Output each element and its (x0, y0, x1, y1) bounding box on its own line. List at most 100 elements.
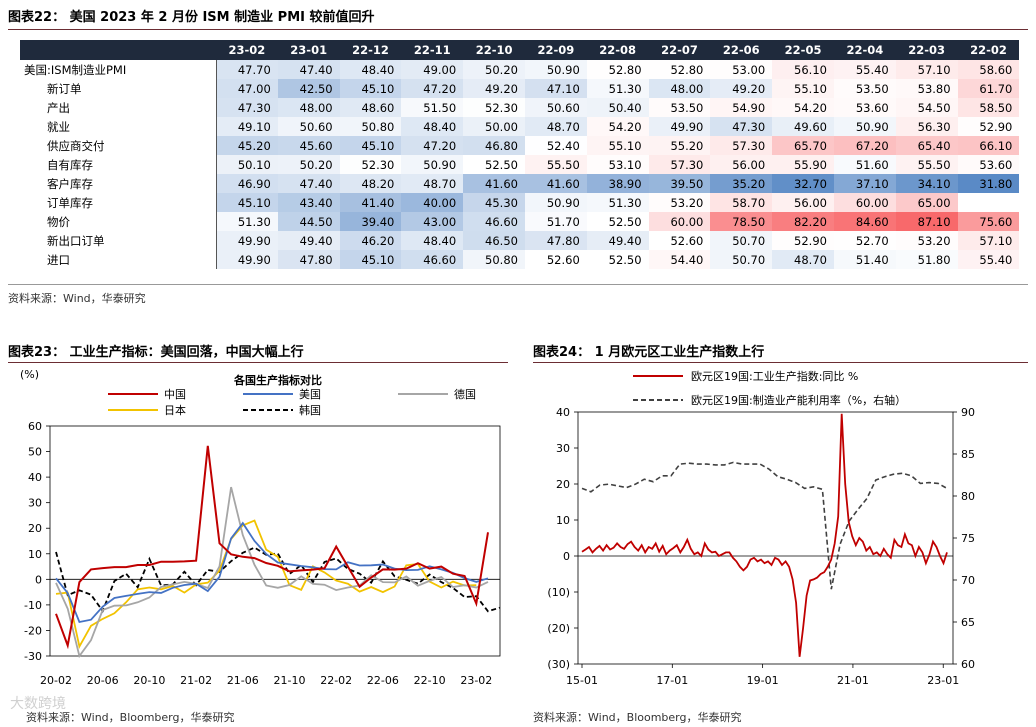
plot-frame (577, 411, 954, 665)
table-cell: 47.40 (277, 60, 340, 79)
row-label: 订单库存 (20, 193, 217, 212)
legend-label: 欧元区19国:工业生产指数:同比 % (691, 369, 858, 383)
table-cell: 47.30 (216, 98, 278, 117)
table-cell: 58.70 (710, 193, 773, 212)
table-cell: 52.70 (833, 231, 896, 250)
table-cell: 41.40 (339, 193, 402, 212)
table-cell: 50.40 (586, 98, 649, 117)
table-cell: 47.20 (401, 79, 464, 98)
column-header-23-02: 23-02 (216, 40, 278, 60)
y-left-tick-label: 10 (556, 514, 570, 527)
fig23-chart: (%) -30 -20 -10 0 10 20 30 40 50 60 20-02 20-06 20-10… (20, 368, 501, 687)
table-cell: 49.20 (463, 79, 525, 98)
table-cell: 51.70 (524, 212, 587, 231)
y-left-tick-label: (30) (547, 658, 570, 671)
table-cell: 51.30 (586, 193, 649, 212)
y-left-tick-label: (10) (547, 586, 570, 599)
table-cell: 48.70 (524, 117, 587, 136)
table-cell: 52.90 (957, 117, 1020, 136)
table-cell: 51.60 (833, 155, 896, 174)
y-right-tick-label: 90 (961, 406, 975, 419)
series-line-1 (55, 521, 489, 624)
table-cell: 49.40 (586, 231, 649, 250)
table-cell: 55.90 (772, 155, 834, 174)
table-cell: 46.80 (463, 136, 525, 155)
table-cell (957, 193, 1020, 212)
table-cell: 45.60 (277, 136, 340, 155)
x-tick-label: 19-01 (747, 674, 779, 687)
row-label: 物价 (20, 212, 217, 231)
table-cell: 52.80 (648, 60, 711, 79)
table-cell: 60.00 (648, 212, 711, 231)
table-row: 进口 49.90 47.80 45.10 46.60 50.80 52.60 52.50 54.… (20, 250, 1020, 269)
table-cell: 50.80 (339, 117, 402, 136)
table-cell: 54.20 (586, 117, 649, 136)
table-cell: 55.50 (895, 155, 958, 174)
watermark: 大数跨境 (10, 696, 66, 712)
table-cell: 39.50 (648, 174, 711, 193)
y-left-tick-label: 40 (556, 406, 570, 419)
table-cell: 51.30 (216, 212, 278, 231)
table-cell: 65.40 (895, 136, 958, 155)
table-cell: 48.40 (401, 117, 464, 136)
table-cell: 53.60 (957, 155, 1020, 174)
table-cell: 47.40 (277, 174, 340, 193)
table-cell: 43.00 (401, 212, 464, 231)
table-cell: 53.00 (710, 60, 773, 79)
table-cell: 50.90 (524, 60, 587, 79)
x-tick-label: 15-01 (566, 674, 598, 687)
y-right-tick-label: 60 (961, 658, 975, 671)
row-label: 自有库存 (20, 155, 217, 174)
table-row: 新出口订单 49.90 49.40 46.20 48.40 46.50 47.80 49.40… (20, 231, 1020, 250)
table-cell: 50.90 (833, 117, 896, 136)
table-cell: 50.60 (277, 117, 340, 136)
table-cell: 37.10 (833, 174, 896, 193)
y-tick-label: -20 (24, 624, 42, 637)
table-cell: 54.90 (710, 98, 773, 117)
y-tick-label: -10 (24, 599, 42, 612)
table-cell: 65.70 (772, 136, 834, 155)
y-tick-label: 20 (28, 522, 42, 535)
y-right-tick-label: 70 (961, 574, 975, 587)
table-cell: 84.60 (833, 212, 896, 231)
y-tick-label: 0 (35, 573, 42, 586)
column-header-22-07: 22-07 (648, 40, 711, 60)
legend-label: 中国 (164, 388, 186, 401)
table-cell: 50.20 (277, 155, 340, 174)
y-right-tick-label: 85 (961, 448, 975, 461)
table-cell: 48.40 (339, 60, 402, 79)
table-cell: 48.00 (277, 98, 340, 117)
table-row: 就业 49.10 50.60 50.80 48.40 50.00 48.70 54.20 49.… (20, 117, 1020, 136)
table-cell: 52.50 (586, 212, 649, 231)
row-label: 新出口订单 (20, 231, 217, 250)
table-cell: 53.20 (895, 231, 958, 250)
x-tick-label: 17-01 (656, 674, 688, 687)
y-tick-label: 50 (28, 446, 42, 459)
table-cell: 31.80 (957, 174, 1020, 193)
pmi-table: 23-02 23-01 22-12 22-11 22-10 22-09 22-08 22-07… (20, 40, 1020, 269)
table-row: 新订单 47.00 42.50 45.10 47.20 49.20 47.10 51.30 48… (20, 79, 1020, 98)
table-cell: 49.60 (772, 117, 834, 136)
table-cell: 32.70 (772, 174, 834, 193)
y-right-tick-label: 65 (961, 616, 975, 629)
table-cell: 47.70 (216, 60, 278, 79)
fig22-bottom-rule (8, 284, 1028, 285)
table-row: 产出 47.30 48.00 48.60 51.50 52.30 50.60 50.40 53.… (20, 98, 1020, 117)
column-header-22-06: 22-06 (710, 40, 773, 60)
fig24-title-rule (533, 362, 1028, 363)
table-cell: 53.50 (648, 98, 711, 117)
table-cell: 57.10 (957, 231, 1020, 250)
table-cell: 44.50 (277, 212, 340, 231)
fig22-source: 资料来源：Wind，华泰研究 (8, 292, 146, 305)
column-header-22-12: 22-12 (339, 40, 402, 60)
y-right-tick-label: 75 (961, 532, 975, 545)
y-left-tick-label: 0 (563, 550, 570, 563)
table-cell: 50.90 (524, 193, 587, 212)
y-left-tick-label: (20) (547, 622, 570, 635)
y-axis-label: (%) (20, 368, 39, 381)
table-cell: 45.20 (216, 136, 278, 155)
column-header-22-09: 22-09 (524, 40, 587, 60)
row-label: 进口 (20, 250, 217, 269)
table-cell: 82.20 (772, 212, 834, 231)
column-header-22-04: 22-04 (833, 40, 896, 60)
